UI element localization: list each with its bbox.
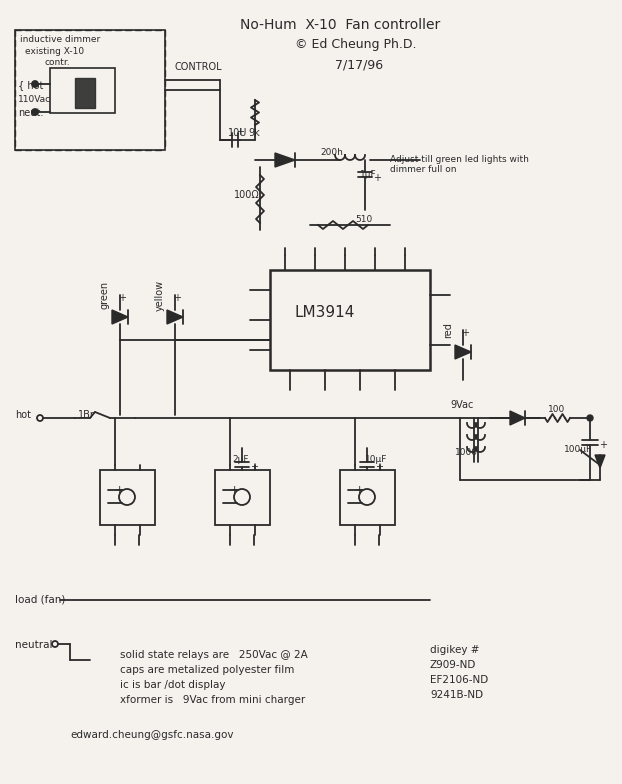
Text: © Ed Cheung Ph.D.: © Ed Cheung Ph.D. (295, 38, 417, 51)
Text: ic is bar /dot display: ic is bar /dot display (120, 680, 226, 690)
Text: +: + (118, 293, 126, 303)
Text: 7/17/96: 7/17/96 (335, 58, 383, 71)
Text: green: green (100, 281, 110, 309)
Text: inductive dimmer: inductive dimmer (20, 35, 100, 44)
Text: 9241B-ND: 9241B-ND (430, 690, 483, 700)
Text: existing X-10: existing X-10 (25, 47, 84, 56)
Text: 1000: 1000 (455, 448, 478, 457)
Text: 1μF: 1μF (360, 170, 377, 179)
Text: +: + (461, 328, 469, 338)
Text: +: + (115, 485, 124, 495)
Bar (100, 470, 155, 525)
Text: 200h: 200h (320, 148, 343, 157)
Text: 9Vac: 9Vac (450, 400, 473, 410)
Text: Z909-ND: Z909-ND (430, 660, 476, 670)
Text: +: + (599, 440, 607, 450)
Circle shape (587, 415, 593, 421)
Text: 10μF: 10μF (365, 455, 388, 464)
Bar (15, 30, 165, 150)
Text: EF2106-ND: EF2106-ND (430, 675, 488, 685)
Bar (340, 470, 395, 525)
Text: +: + (355, 485, 364, 495)
Polygon shape (510, 411, 525, 425)
Text: +: + (236, 127, 244, 137)
Text: 2μF: 2μF (232, 455, 249, 464)
Text: neutral: neutral (15, 640, 52, 650)
Text: No-Hum  X-10  Fan controller: No-Hum X-10 Fan controller (240, 18, 440, 32)
Text: digikey #: digikey # (430, 645, 480, 655)
Text: +: + (373, 173, 381, 183)
Bar (50, 68, 115, 113)
Text: 10U: 10U (228, 128, 248, 138)
Text: CONTROL: CONTROL (175, 62, 223, 72)
Text: yellow: yellow (155, 279, 165, 310)
Text: 9k: 9k (248, 128, 260, 138)
Text: +: + (375, 462, 383, 472)
Polygon shape (75, 78, 95, 108)
Text: +: + (230, 485, 239, 495)
Text: 1Br: 1Br (78, 410, 95, 420)
Bar (215, 470, 270, 525)
Text: solid state relays are   250Vac @ 2A: solid state relays are 250Vac @ 2A (120, 650, 308, 660)
Text: xformer is   9Vac from mini charger: xformer is 9Vac from mini charger (120, 695, 305, 705)
Polygon shape (167, 310, 183, 324)
Text: 510: 510 (355, 215, 372, 224)
Text: 100: 100 (548, 405, 565, 414)
Text: LM3914: LM3914 (295, 305, 355, 320)
Circle shape (32, 109, 38, 115)
Text: 100μF: 100μF (564, 445, 592, 454)
Polygon shape (595, 455, 605, 468)
Text: load (fan): load (fan) (15, 595, 65, 605)
Polygon shape (275, 153, 295, 167)
Text: 110Vac: 110Vac (18, 95, 51, 104)
Text: +: + (250, 462, 258, 472)
Polygon shape (112, 310, 128, 324)
Circle shape (32, 81, 38, 87)
Polygon shape (455, 345, 471, 359)
Text: red: red (443, 322, 453, 338)
Text: +: + (173, 293, 181, 303)
Text: hot: hot (15, 410, 31, 420)
Text: contr.: contr. (45, 58, 71, 67)
Text: Adjust till green led lights with
dimmer full on: Adjust till green led lights with dimmer… (390, 155, 529, 174)
Text: edward.cheung@gsfc.nasa.gov: edward.cheung@gsfc.nasa.gov (70, 730, 233, 740)
Text: { hot: { hot (18, 80, 44, 90)
Text: neut.: neut. (18, 108, 44, 118)
Bar (270, 270, 430, 370)
Text: 100Ω: 100Ω (234, 190, 260, 200)
Text: caps are metalized polyester film: caps are metalized polyester film (120, 665, 294, 675)
